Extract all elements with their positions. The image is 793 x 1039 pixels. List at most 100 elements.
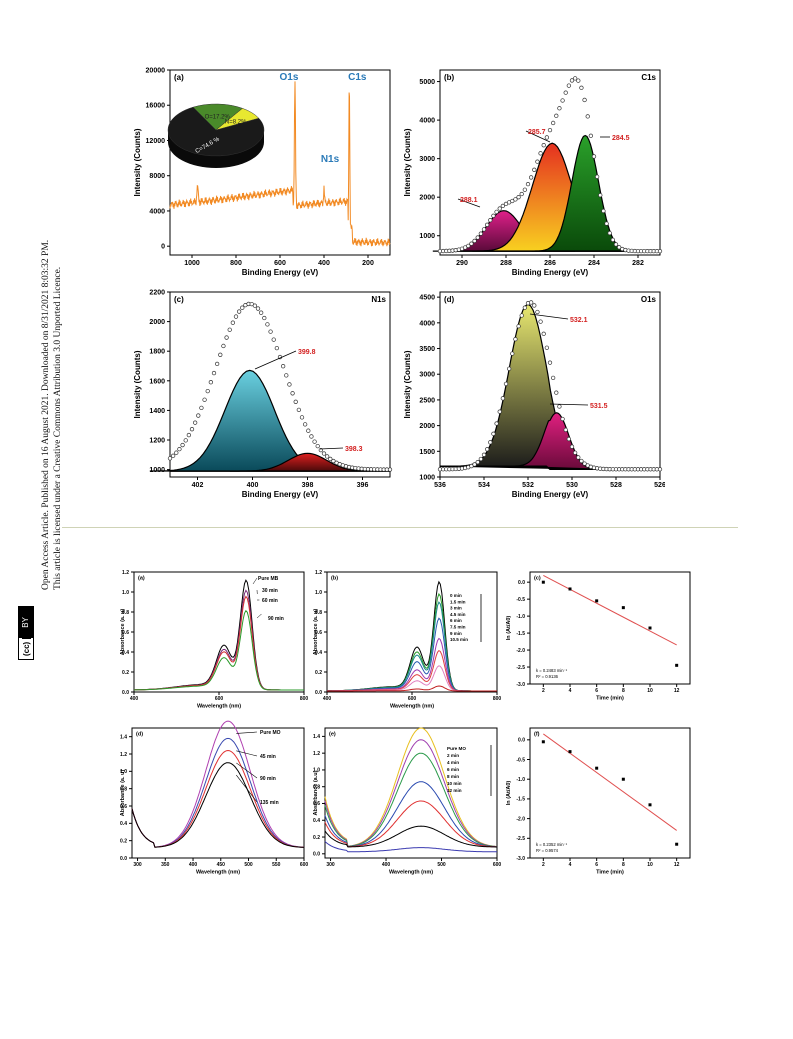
data-point xyxy=(192,420,198,425)
data-point xyxy=(516,195,521,200)
legend-leader xyxy=(236,762,258,779)
data-point xyxy=(576,455,581,460)
x-tick-label: 282 xyxy=(632,260,644,267)
data-point xyxy=(290,391,295,396)
data-point xyxy=(497,409,502,414)
data-point xyxy=(484,222,490,227)
y-tick-label: -1.5 xyxy=(516,631,525,637)
cc-by-badge[interactable]: (cc) BY xyxy=(18,606,34,660)
y-tick-label: 0.8 xyxy=(120,786,127,792)
data-point xyxy=(607,230,612,236)
published-line[interactable]: Open Access Article. Published on 16 Aug… xyxy=(41,239,51,590)
peak-label-leader xyxy=(525,130,551,143)
data-point xyxy=(525,181,531,187)
legend-entry: 8 min xyxy=(447,774,459,779)
legend-leader xyxy=(236,774,258,803)
y-tick-label: 0.4 xyxy=(313,818,320,824)
data-point xyxy=(469,241,474,246)
y-tick-label: 0.6 xyxy=(313,801,320,807)
spectrum-line xyxy=(324,825,497,848)
data-point xyxy=(566,83,572,88)
y-tick-label: 1.0 xyxy=(120,769,127,775)
x-tick-label: 800 xyxy=(230,260,242,267)
y-tick-label: 1000 xyxy=(419,474,435,481)
spectrum-line xyxy=(327,617,497,692)
x-axis-label: Binding Energy (eV) xyxy=(512,268,589,277)
data-point xyxy=(579,85,584,90)
data-point xyxy=(387,467,393,472)
plot-frame xyxy=(131,727,305,859)
data-point xyxy=(472,462,477,467)
data-point xyxy=(481,227,487,232)
x-tick-label: 534 xyxy=(478,482,490,489)
data-point xyxy=(268,329,273,334)
data-point xyxy=(532,303,537,308)
data-point xyxy=(560,98,565,103)
data-point xyxy=(252,303,258,308)
y-tick-label: 1.4 xyxy=(313,734,320,740)
y-tick-label: 0.0 xyxy=(313,852,320,858)
y-tick-label: 0.6 xyxy=(120,804,127,810)
data-point xyxy=(218,352,223,357)
panel-label: (f) xyxy=(534,732,540,738)
y-tick-label: 4000 xyxy=(419,320,435,327)
licence-line[interactable]: This article is licensed under a Creativ… xyxy=(53,266,63,590)
x-tick-label: 284 xyxy=(588,260,600,267)
legend-entry: 3 min xyxy=(450,606,462,611)
x-tick-label: 2 xyxy=(542,688,545,694)
x-tick-label: 300 xyxy=(326,862,335,868)
x-tick-label: 400 xyxy=(318,260,330,267)
data-point xyxy=(488,218,493,223)
x-tick-label: 550 xyxy=(272,862,281,868)
x-tick-label: 12 xyxy=(674,688,680,694)
y-axis-label: Intensity (Counts) xyxy=(133,128,142,196)
plot-frame xyxy=(439,291,661,478)
data-point xyxy=(189,427,195,432)
data-point xyxy=(554,390,559,395)
y-axis-label: ln (At/A0) xyxy=(506,616,512,641)
x-tick-label: 10 xyxy=(647,862,653,868)
data-point xyxy=(560,416,565,422)
cc-icon: (cc) xyxy=(21,637,31,659)
element-label: N1s xyxy=(371,295,386,304)
legend-entry: 90 min xyxy=(268,616,284,622)
by-icon: BY xyxy=(19,607,33,638)
x-tick-label: 500 xyxy=(437,862,446,868)
peak-position-label: 531.5 xyxy=(590,403,608,410)
mo-kinetics-panel: 2 4 6 8 10 12 -3.0 -2.5 -2.0 -1.5 -1.0 -0.5 0.0 Time … xyxy=(506,727,691,876)
figure-divider xyxy=(62,527,738,528)
data-point xyxy=(475,235,480,240)
data-point xyxy=(550,120,556,126)
data-point xyxy=(488,440,493,445)
mo-spectra-panel: 300 350 400 450 500 550 600 0.0 0.2 0.4 0.6 0.8 1.0 1… xyxy=(120,720,308,876)
x-tick-label: 600 xyxy=(408,696,417,702)
data-point xyxy=(331,458,336,464)
peak-label-leader xyxy=(457,198,481,208)
spectrum-line xyxy=(134,579,304,691)
x-tick-label: 400 xyxy=(323,696,332,702)
panel-label: (c) xyxy=(534,576,541,582)
data-point xyxy=(544,135,550,140)
legend-entry: Pure MO xyxy=(447,746,466,751)
x-tick-label: 350 xyxy=(161,862,170,868)
data-point xyxy=(240,305,245,310)
spectrum-line xyxy=(324,800,498,848)
data-point xyxy=(582,97,587,103)
data-point xyxy=(208,380,214,385)
x-axis-label: Binding Energy (eV) xyxy=(512,490,589,499)
element-label: C1s xyxy=(641,73,656,82)
data-point xyxy=(569,78,575,83)
y-tick-label: 2200 xyxy=(149,289,165,296)
data-point xyxy=(569,444,575,449)
plot-frame xyxy=(529,571,691,685)
data-point xyxy=(491,213,496,218)
x-tick-label: 400 xyxy=(130,696,139,702)
license-sidebar: Open Access Article. Published on 16 Aug… xyxy=(0,0,63,1039)
x-tick-label: 400 xyxy=(247,482,259,489)
data-point xyxy=(568,587,572,591)
legend-entry: 6 min xyxy=(450,618,462,623)
x-axis-label: Wavelength (nm) xyxy=(197,704,241,710)
y-tick-label: 0.0 xyxy=(518,738,525,744)
legend-entry: 30 min xyxy=(262,588,278,594)
data-point xyxy=(572,76,578,81)
